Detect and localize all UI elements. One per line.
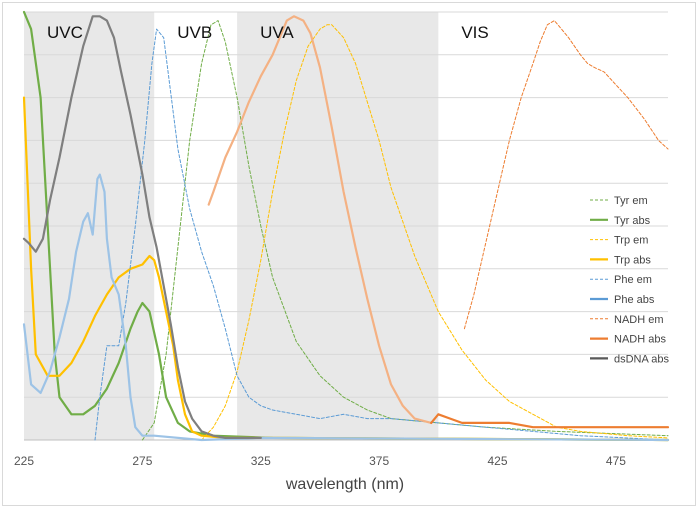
series-line-nadh-em — [463, 20, 669, 330]
x-axis-title: wavelength (nm) — [285, 476, 404, 493]
series-line-nadh-abs — [430, 413, 670, 429]
x-tick-label: 325 — [251, 454, 271, 468]
series-line-phe-abs — [22, 173, 670, 442]
legend-label: Trp em — [614, 235, 648, 247]
legend-label: Phe em — [614, 274, 652, 286]
region-label-vis: VIS — [461, 23, 488, 42]
series-line-trp-abs — [22, 96, 670, 442]
series-line-tyr-abs — [22, 10, 670, 442]
chart-frame — [2, 2, 696, 506]
x-tick-label: 275 — [132, 454, 152, 468]
spectral-regions — [24, 12, 439, 440]
legend-label: Trp abs — [614, 254, 651, 266]
series-line-trp-em — [201, 24, 669, 441]
region-label-uvc: UVC — [47, 23, 83, 42]
series-line-nadh-abs — [207, 15, 433, 424]
series-lines — [22, 10, 670, 442]
x-tick-label: 225 — [14, 454, 34, 468]
region-labels: UVC UVB UVA VIS — [47, 23, 489, 42]
x-axis-ticks: 225 275 325 375 425 475 — [14, 454, 626, 468]
x-tick-label: 475 — [606, 454, 626, 468]
legend-label: Tyr abs — [614, 215, 651, 227]
series-line-tyr-em — [141, 20, 669, 441]
legend-label: dsDNA abs — [614, 353, 670, 365]
legend: Tyr em Tyr abs Trp em Trp abs Phe em Phe abs N… — [590, 195, 670, 365]
legend-label: NADH em — [614, 314, 664, 326]
series-line-phe-em — [94, 28, 669, 441]
series-line-dsdna-abs — [22, 15, 262, 439]
region-label-uva: UVA — [260, 23, 294, 42]
legend-label: Phe abs — [614, 294, 655, 306]
legend-label: Tyr em — [614, 195, 648, 207]
region-label-uvb: UVB — [177, 23, 212, 42]
x-tick-label: 375 — [369, 454, 389, 468]
x-tick-label: 425 — [488, 454, 508, 468]
legend-label: NADH abs — [614, 334, 666, 346]
